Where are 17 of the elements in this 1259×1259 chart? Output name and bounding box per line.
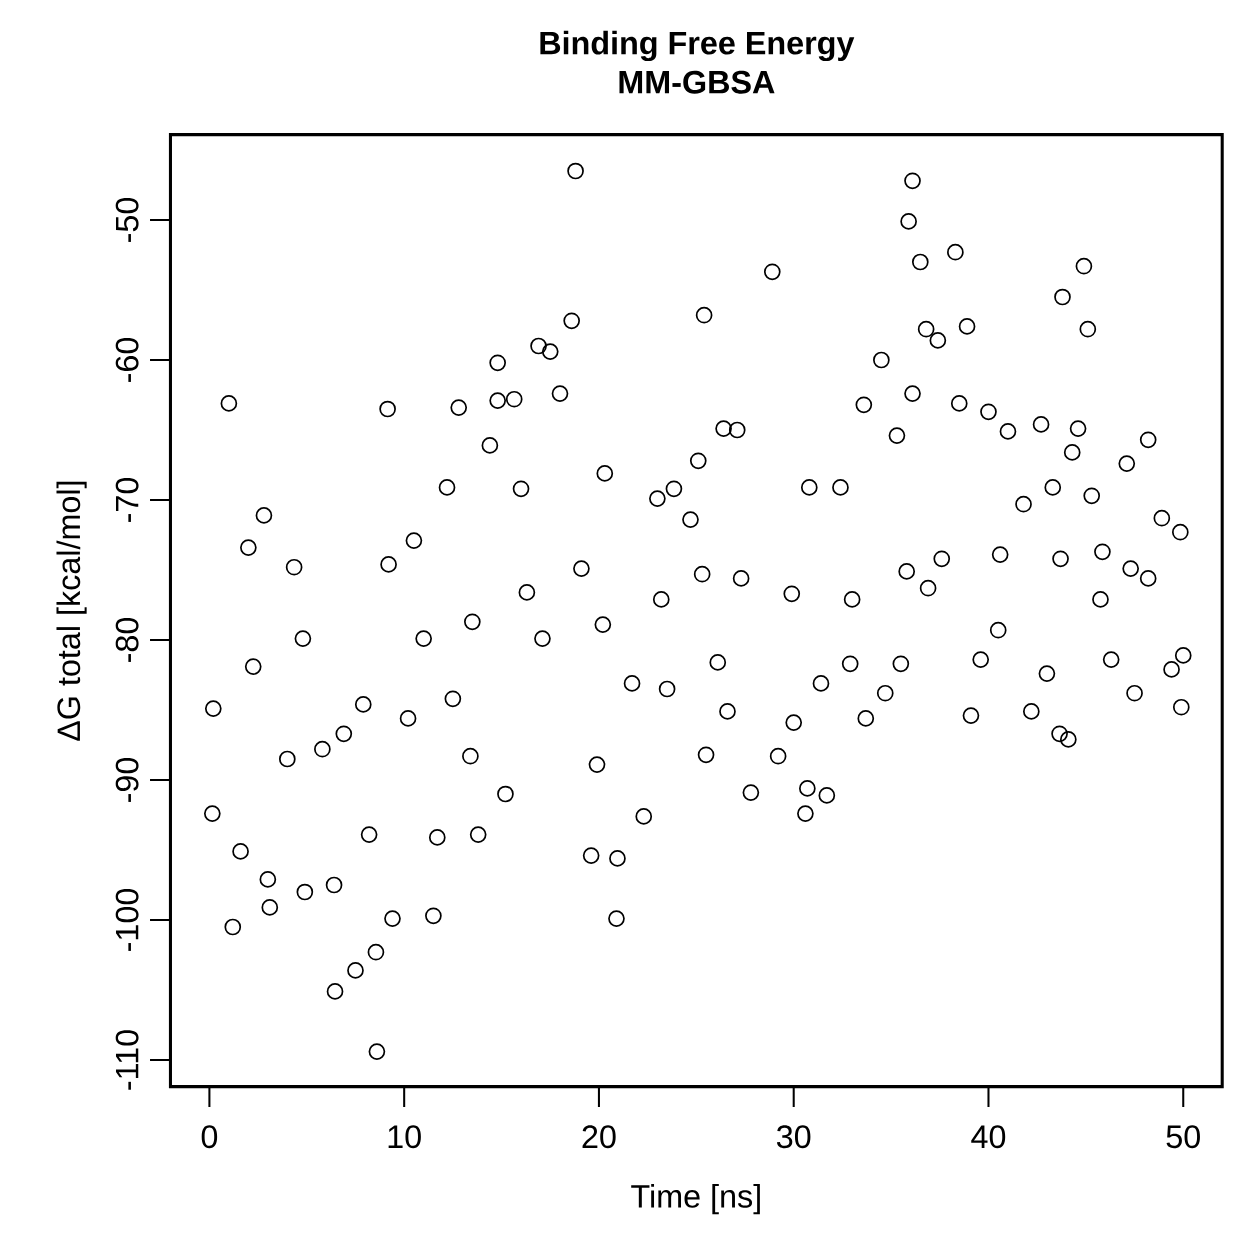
x-tick-label: 10 — [388, 1125, 421, 1149]
x-tick-label: 50 — [1166, 1125, 1200, 1149]
y-tick-label: -80 — [115, 617, 139, 662]
chart-subtitle: MM-GBSA — [619, 70, 775, 94]
x-tick-label: 0 — [201, 1125, 218, 1149]
x-tick-label: 20 — [582, 1125, 616, 1149]
y-tick-label: -90 — [115, 757, 139, 802]
x-tick-label: 30 — [776, 1125, 811, 1149]
y-tick-label: -50 — [115, 197, 139, 242]
chart-title: Binding Free Energy — [540, 30, 855, 62]
x-tick-label: 40 — [971, 1125, 1006, 1149]
y-axis-title: ΔG total [kcal/mol] — [56, 481, 87, 741]
y-tick-label: -110 — [115, 1030, 139, 1090]
y-tick-label: -100 — [115, 888, 139, 951]
x-axis-title: Time [ns] — [631, 1184, 760, 1215]
y-tick-label: -70 — [115, 477, 139, 522]
y-tick-label: -60 — [115, 337, 139, 382]
